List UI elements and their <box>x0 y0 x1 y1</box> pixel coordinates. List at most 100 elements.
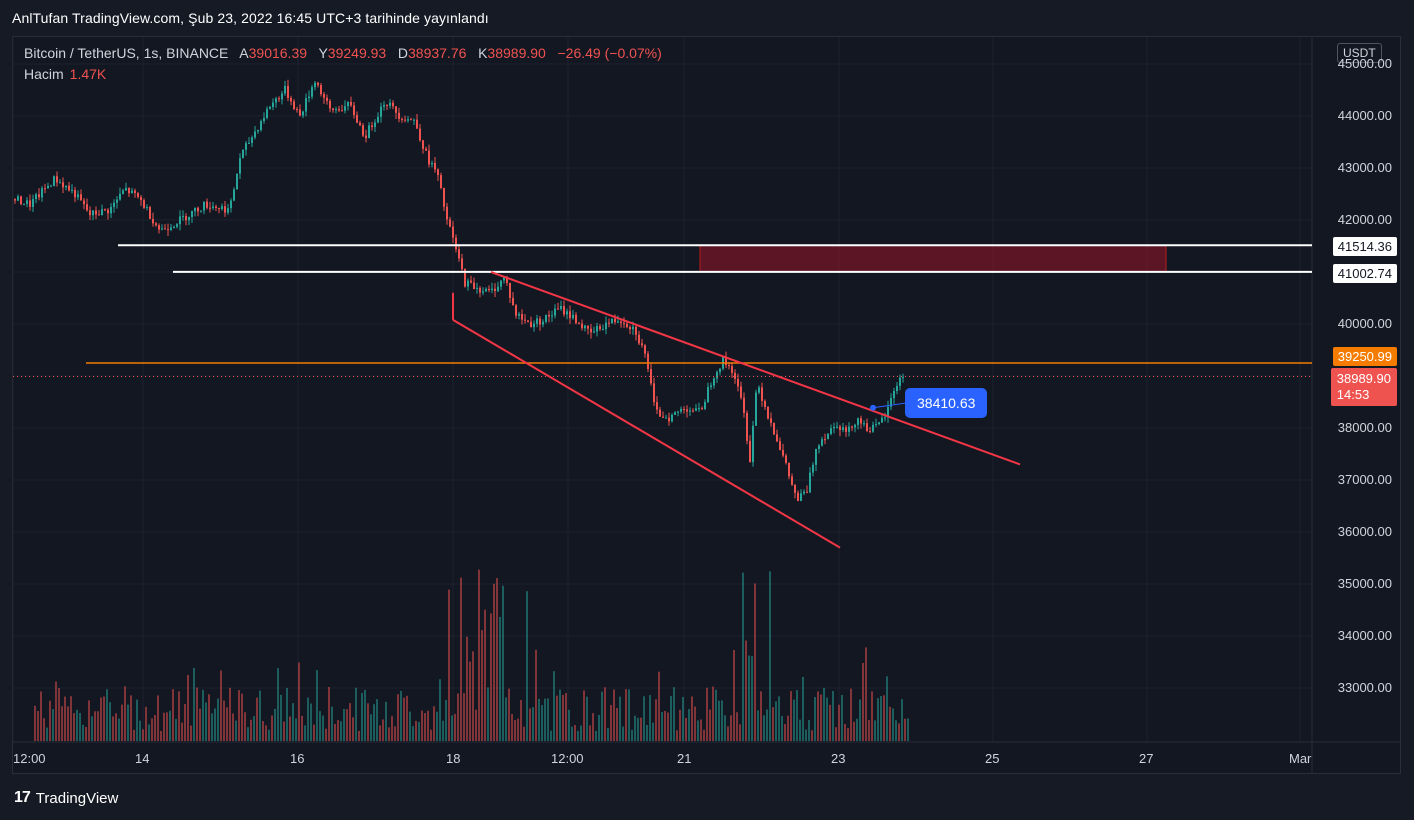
volume-bar <box>310 703 312 741</box>
volume-bar <box>331 706 333 741</box>
candle-body <box>287 85 289 99</box>
candle-body <box>497 286 499 292</box>
volume-bar <box>706 687 708 741</box>
volume-bar <box>592 713 594 741</box>
volume-bar <box>409 711 411 741</box>
candle-body <box>443 188 445 207</box>
candle-body <box>80 194 82 201</box>
volume-bar <box>151 718 153 741</box>
volume-bar <box>907 718 909 741</box>
candle-body <box>434 162 436 170</box>
candle-body <box>191 211 193 217</box>
candle-body <box>182 216 184 218</box>
volume-bar <box>493 583 495 741</box>
candle-body <box>809 472 811 493</box>
price-callout[interactable]: 38410.63 <box>905 388 988 418</box>
candle-body <box>137 192 139 198</box>
volume-bar <box>721 700 723 741</box>
candle-body <box>227 208 229 213</box>
candle-body <box>200 210 202 212</box>
volume-bar <box>373 704 375 741</box>
volume-bar <box>613 689 615 741</box>
volume-bar <box>460 577 462 741</box>
candle-body <box>701 408 703 410</box>
candle-body <box>398 112 400 119</box>
volume-bar <box>130 695 132 741</box>
candle-body <box>362 125 364 136</box>
volume-bar <box>802 676 804 741</box>
candle-body <box>638 334 640 344</box>
volume-bar <box>100 697 102 741</box>
candle-body <box>776 434 778 442</box>
volume-bar <box>865 647 867 741</box>
volume-bar <box>94 711 96 741</box>
candle-body <box>206 201 208 208</box>
candle-body <box>695 408 697 411</box>
candle-body <box>374 122 376 127</box>
volume-label[interactable]: Hacim <box>24 66 64 82</box>
candle-body <box>113 202 115 207</box>
candle-body <box>704 402 706 410</box>
candle-body <box>344 106 346 111</box>
time-tick-label: 12:00 <box>13 751 46 766</box>
candle-body <box>686 409 688 412</box>
volume-bar <box>370 714 372 741</box>
volume-bar <box>517 718 519 741</box>
footer-brand[interactable]: 17 TradingView <box>14 789 118 807</box>
candle-body <box>548 314 550 317</box>
candle-body <box>395 106 397 113</box>
volume-bar <box>391 716 393 741</box>
candle-body <box>767 407 769 419</box>
candle-body <box>428 150 430 165</box>
volume-bar <box>823 687 825 741</box>
candle-body <box>149 207 151 219</box>
candle-body <box>521 314 523 320</box>
candle-body <box>641 343 643 346</box>
candle-body <box>35 194 37 200</box>
volume-bar <box>259 690 261 741</box>
volume-bar <box>70 696 72 741</box>
candle-body <box>821 439 823 446</box>
volume-bar <box>448 589 450 741</box>
volume-bar <box>553 671 555 741</box>
candle-body <box>254 131 256 138</box>
candle-body <box>836 426 838 428</box>
candle-body <box>215 206 217 208</box>
volume-bar <box>280 694 282 741</box>
price-tick-label: 45000.00 <box>1337 56 1392 71</box>
candle-body <box>824 439 826 441</box>
volume-bar <box>169 710 171 741</box>
candle-body <box>44 188 46 190</box>
candle-body <box>569 311 571 319</box>
symbol-name[interactable]: Bitcoin / TetherUS, 1s, BINANCE <box>24 45 229 61</box>
volume-bar <box>844 724 846 741</box>
candle-body <box>95 210 97 215</box>
volume-bar <box>715 689 717 741</box>
currency-button[interactable]: USDT <box>1337 43 1382 63</box>
volume-bar <box>58 687 60 741</box>
upper-trendline <box>490 271 1021 466</box>
volume-bar <box>727 726 729 741</box>
volume-bar <box>625 689 627 741</box>
volume-bar <box>82 724 84 741</box>
candle-body <box>263 118 265 122</box>
candle-body <box>503 277 505 281</box>
volume-bar <box>145 706 147 741</box>
chart-panel[interactable] <box>12 36 1401 774</box>
volume-bar <box>403 697 405 741</box>
volume-bar <box>109 702 111 741</box>
volume-bar <box>301 715 303 741</box>
candle-body <box>617 321 619 323</box>
volume-bar <box>349 703 351 741</box>
time-tick-label: 27 <box>1139 751 1154 766</box>
candle-body <box>332 108 334 111</box>
volume-bar <box>103 696 105 741</box>
candle-body <box>452 226 454 238</box>
volume-bar <box>118 718 120 741</box>
candle-body <box>866 423 868 431</box>
candle-body <box>65 185 67 188</box>
candle-body <box>101 209 103 216</box>
volume-bar <box>589 725 591 741</box>
time-tick-label: 21 <box>677 751 692 766</box>
